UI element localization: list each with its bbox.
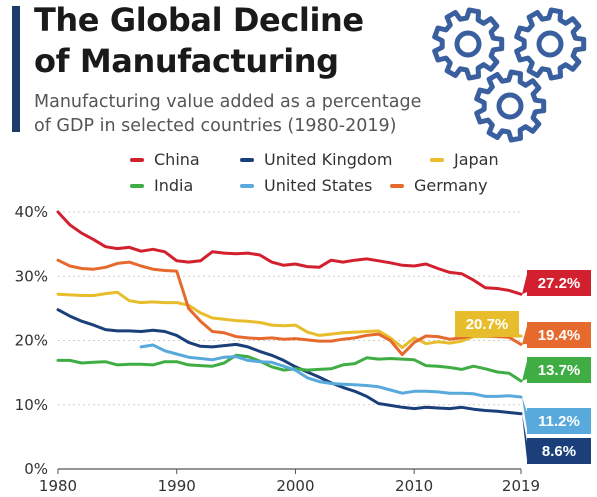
legend-label: United States (264, 176, 373, 195)
series-line-united-kingdom (56, 308, 523, 416)
legend-swatch (430, 157, 444, 162)
chart-legend: China United Kingdom Japan India United Stat… (130, 150, 510, 200)
end-label-value: 27.2% (538, 275, 581, 292)
legend-swatch (240, 157, 254, 162)
end-label-value: 20.7% (466, 316, 509, 333)
x-tick-label: 2000 (276, 477, 314, 495)
x-tick-label: 1990 (158, 477, 196, 495)
end-label-japan: 20.7% (455, 311, 521, 337)
legend-label: Japan (454, 150, 499, 169)
legend-item-india: India (130, 176, 193, 195)
gear-icon-bottom (474, 69, 547, 143)
series-line-china (56, 210, 523, 296)
legend-item-japan: Japan (430, 150, 499, 169)
end-label-value: 19.4% (538, 327, 581, 344)
series-line-japan (56, 290, 523, 350)
page-title: The Global Decline of Manufacturing (34, 0, 364, 82)
legend-item-united-states: United States (240, 176, 372, 195)
legend-swatch (130, 157, 144, 162)
end-label-value: 8.6% (542, 443, 576, 460)
x-tick-label: 1980 (39, 477, 77, 495)
gear-icon-left (432, 7, 505, 81)
y-tick-label: 10% (15, 396, 48, 414)
title-line-2: of Manufacturing (34, 42, 339, 80)
legend-label: United Kingdom (264, 150, 393, 169)
line-chart: 0% 10% 20% 30% 40% 1980 1990 2000 2010 2019 27.2%… (15, 203, 591, 495)
legend-item-united-kingdom: United Kingdom (240, 150, 392, 169)
y-tick-label: 0% (24, 460, 48, 478)
legend-label: India (154, 176, 194, 195)
y-tick-label: 30% (15, 267, 48, 285)
end-label-value: 11.2% (538, 413, 580, 430)
end-label-china: 27.2% (522, 270, 591, 296)
gear-icon-right (514, 7, 587, 81)
end-label-value: 13.7% (538, 362, 581, 379)
series-line-united-states (139, 343, 523, 399)
x-tick-label: 2010 (395, 477, 433, 495)
chart-grid (58, 211, 521, 470)
end-label-united-kingdom: 8.6% (522, 413, 591, 464)
x-tick-label: 2019 (502, 477, 540, 495)
chart-axes: 0% 10% 20% 30% 40% 1980 1990 2000 2010 2019 (15, 203, 540, 495)
series-line-germany (56, 258, 523, 357)
subtitle-line-1: Manufacturing value added as a percentag… (34, 92, 422, 112)
chart-end-labels: 27.2% 8.6% 20.7% 13.7% 11.2% 19.4% (455, 270, 591, 464)
legend-label: Germany (414, 176, 488, 195)
accent-bar (12, 6, 20, 132)
legend-item-china: China (130, 150, 200, 169)
subtitle: Manufacturing value added as a percentag… (34, 90, 421, 138)
end-label-india: 13.7% (522, 357, 591, 383)
title-line-1: The Global Decline (34, 1, 364, 39)
legend-swatch (240, 183, 254, 188)
legend-item-germany: Germany (390, 176, 488, 195)
legend-swatch (390, 183, 404, 188)
legend-swatch (130, 183, 144, 188)
end-label-germany: 19.4% (522, 322, 591, 348)
end-label-united-states: 11.2% (522, 397, 591, 434)
y-tick-label: 20% (15, 332, 48, 350)
subtitle-line-2: of GDP in selected countries (1980-2019) (34, 116, 397, 136)
chart-series (56, 210, 523, 416)
legend-label: China (154, 150, 200, 169)
y-tick-label: 40% (15, 203, 48, 221)
gears-illustration (430, 6, 590, 146)
